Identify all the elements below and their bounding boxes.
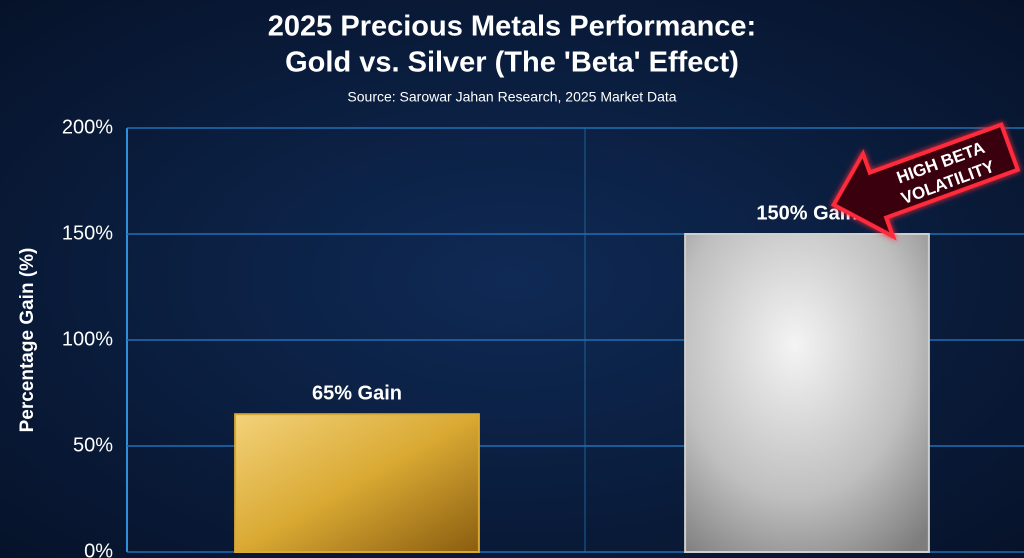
bar <box>234 413 480 554</box>
y-tick-label: 50% <box>73 434 113 456</box>
y-axis-title: Percentage Gain (%) <box>17 248 38 433</box>
y-tick-label: 0% <box>84 540 113 558</box>
annotation-arrow <box>830 122 1021 241</box>
chart-subtitle: Source: Sarowar Jahan Research, 2025 Mar… <box>347 89 676 105</box>
y-tick-label: 200% <box>62 116 113 138</box>
y-tick-label: 100% <box>62 328 113 350</box>
y-tick-label: 150% <box>62 222 113 244</box>
bar <box>684 233 930 553</box>
chart-title: 2025 Precious Metals Performance: <box>268 11 756 43</box>
data-label: 65% Gain <box>312 382 402 404</box>
chart-title: Gold vs. Silver (The 'Beta' Effect) <box>285 47 739 79</box>
data-label: 150% Gain <box>756 202 857 224</box>
